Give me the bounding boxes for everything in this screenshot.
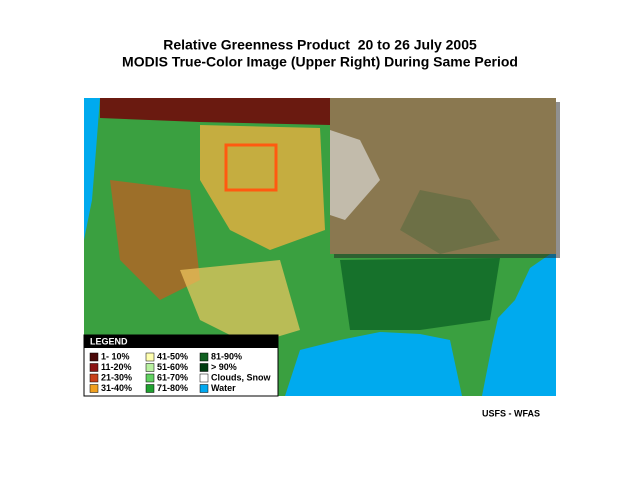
canada: [100, 98, 330, 125]
legend-label: 1- 10%: [101, 351, 130, 361]
west-dry: [110, 180, 200, 300]
legend-swatch: [89, 384, 99, 393]
legend-label: Clouds, Snow: [211, 372, 271, 382]
legend: LEGEND 1- 10%11-20%21-30%31-40% 41-50%51-…: [83, 334, 279, 397]
legend-header: [84, 335, 278, 348]
legend-label: 81-90%: [211, 351, 242, 361]
legend-label: > 90%: [211, 362, 237, 372]
inset-locator: [224, 143, 278, 192]
legend-swatch: [145, 352, 155, 362]
legend-swatch: [199, 384, 209, 393]
credit: USFS - WFAS: [482, 408, 540, 418]
legend-label: 41-50%: [157, 351, 188, 361]
title-line: MODIS True-Color Image (Upper Right) Dur…: [122, 54, 518, 70]
southwest: [180, 260, 300, 345]
east-green: [340, 258, 500, 330]
map: [84, 98, 560, 396]
legend-swatch: [145, 373, 155, 383]
plains-dry: [200, 125, 325, 250]
legend-title: LEGEND: [90, 336, 128, 346]
legend-label: 61-70%: [157, 372, 188, 382]
legend-label: 11-20%: [101, 362, 132, 372]
legend-swatch: [145, 384, 155, 393]
legend-swatch: [199, 373, 209, 383]
legend-label: 31-40%: [101, 383, 132, 393]
title-line: Relative Greenness Product 20 to 26 July…: [163, 37, 477, 53]
legend-swatch: [89, 352, 99, 362]
legend-label: Water: [211, 383, 236, 393]
legend-label: 51-60%: [157, 362, 188, 372]
inset-mountains: [400, 190, 500, 254]
legend-swatch: [199, 363, 209, 372]
legend-swatch: [89, 363, 99, 372]
legend-swatch: [199, 352, 209, 362]
legend-swatch: [89, 373, 99, 383]
legend-swatch: [145, 363, 155, 372]
legend-label: 21-30%: [101, 372, 132, 382]
inset-cloud: [330, 130, 380, 220]
legend-label: 71-80%: [157, 383, 188, 393]
